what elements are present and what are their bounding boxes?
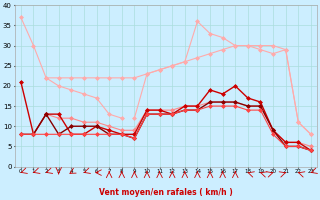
X-axis label: Vent moyen/en rafales ( km/h ): Vent moyen/en rafales ( km/h ) (99, 188, 233, 197)
